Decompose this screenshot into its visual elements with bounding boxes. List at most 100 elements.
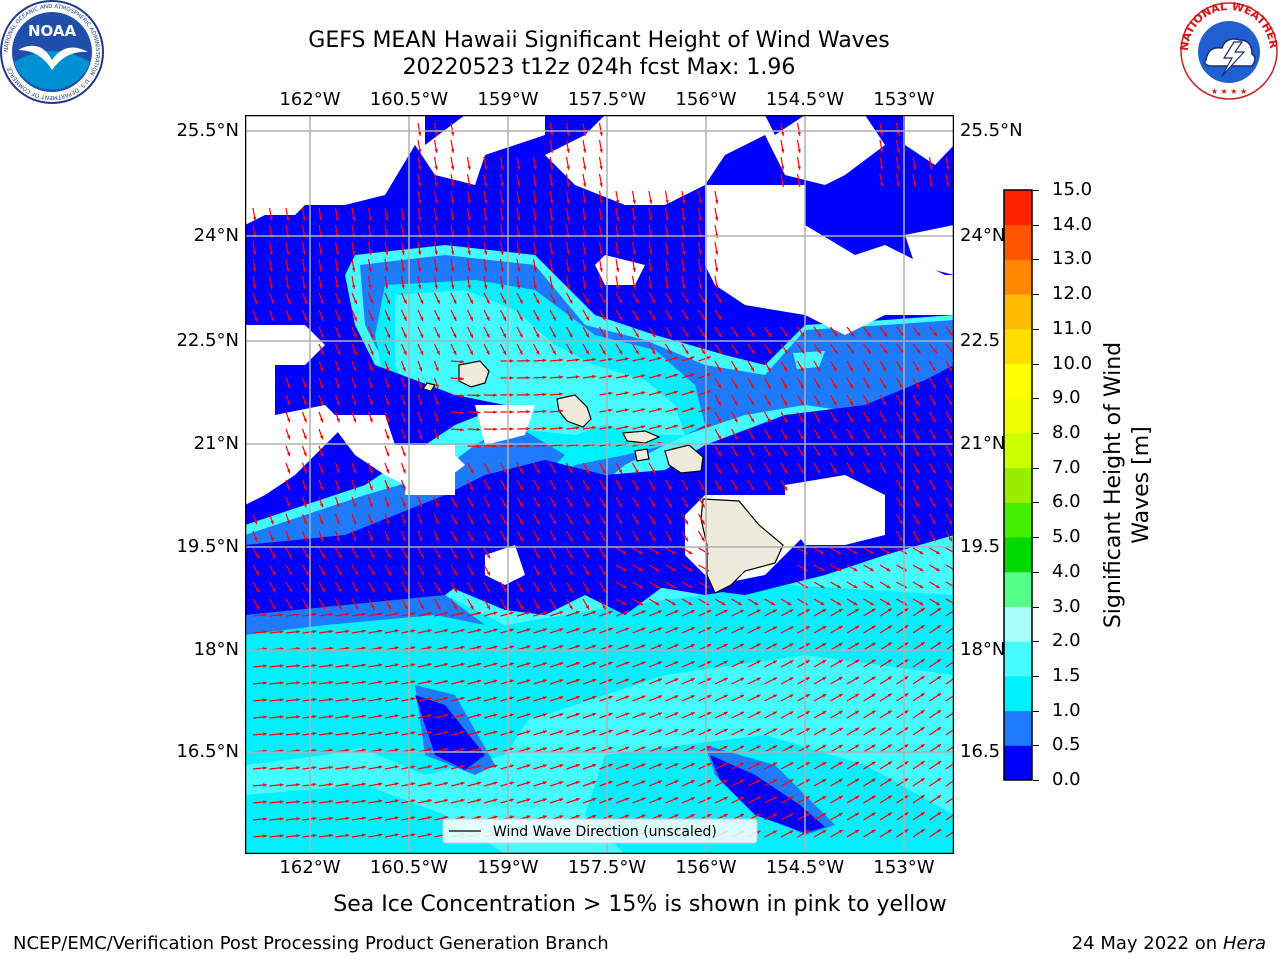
wave-direction-arrowhead: [671, 567, 676, 571]
wave-direction-arrowhead: [750, 486, 754, 491]
wave-direction-arrowhead: [329, 765, 333, 770]
molokai-island: [622, 430, 661, 444]
wave-direction-arrowhead: [701, 316, 705, 321]
wave-direction-arrowhead: [336, 367, 340, 372]
wave-direction-arrowhead: [674, 424, 678, 428]
wave-direction-arrowhead: [371, 571, 375, 576]
wave-direction-arrowhead: [668, 503, 672, 508]
wave-direction-arrowhead: [386, 317, 390, 321]
wave-direction-arrowhead: [896, 183, 900, 187]
wave-direction-arrowhead: [477, 696, 482, 701]
wave-direction-arrowhead: [450, 200, 455, 204]
wave-direction-arrowhead: [690, 746, 695, 750]
wave-direction-arrowhead: [883, 332, 888, 337]
wave-direction-arrowhead: [575, 628, 580, 632]
wave-direction-arrowhead: [582, 166, 587, 170]
wave-direction-arrowhead: [272, 554, 276, 559]
wave-direction-arrowhead: [549, 285, 554, 289]
wave-direction-arrowhead: [486, 571, 490, 576]
wave-direction-arrowhead: [493, 815, 498, 819]
wave-direction-arrowhead: [641, 644, 646, 648]
wave-direction-arrowhead: [483, 268, 488, 272]
footer-host: Hera: [1222, 933, 1266, 954]
wave-direction-arrowhead: [312, 663, 317, 668]
wave-direction-arrowhead: [674, 695, 679, 699]
wave-direction-arrowhead: [467, 251, 471, 255]
colorbar-frame: [1003, 189, 1033, 781]
wave-direction-arrowhead: [904, 693, 909, 697]
wave-direction-arrowhead: [435, 418, 439, 423]
wave-direction-arrowhead: [592, 763, 597, 768]
wave-direction-arrowhead: [916, 349, 921, 354]
wave-direction-arrowhead: [516, 251, 521, 255]
wave-direction-arrowhead: [754, 601, 759, 605]
wave-direction-arrowhead: [773, 728, 777, 732]
wave-direction-arrowhead: [882, 469, 886, 474]
latitude-label-right: 18°N: [960, 639, 1006, 660]
wave-direction-arrowhead: [263, 613, 267, 617]
wave-direction-arrowhead: [624, 425, 629, 429]
wave-direction-arrowhead: [417, 200, 422, 204]
wave-direction-arrowhead: [887, 812, 892, 816]
wave-direction-arrowhead: [402, 367, 406, 372]
wave-direction-arrowhead: [932, 418, 936, 423]
colorbar-tick-label: 0.0: [1052, 769, 1081, 790]
wave-direction-arrowhead: [688, 550, 693, 554]
wave-direction-arrowhead: [559, 358, 563, 362]
wave-direction-arrowhead: [319, 503, 324, 508]
wave-direction-arrowhead: [789, 779, 794, 783]
wave-direction-arrowhead: [270, 317, 275, 322]
wave-direction-arrowhead: [369, 401, 373, 406]
wave-direction-arrowhead: [592, 729, 597, 734]
latitude-label-right: 22.5: [960, 330, 1001, 351]
wave-direction-arrowhead: [500, 166, 504, 170]
colorbar-tick-label: 1.0: [1052, 699, 1081, 721]
wave-direction-arrowhead: [866, 418, 870, 423]
wave-direction-arrowhead: [453, 571, 457, 576]
wave-direction-arrowhead: [450, 166, 455, 170]
wave-direction-arrowhead: [871, 642, 876, 647]
wave-direction-arrowhead: [559, 645, 564, 649]
wave-direction-arrowhead: [270, 537, 274, 542]
wave-direction-arrowhead: [526, 358, 530, 363]
wave-direction-arrowhead: [296, 681, 300, 685]
wave-direction-arrowhead: [665, 200, 669, 204]
wave-direction-arrowhead: [552, 554, 556, 559]
wave-direction-arrowhead: [345, 714, 350, 719]
wave-direction-arrowhead: [411, 714, 416, 718]
wave-direction-arrowhead: [566, 268, 570, 272]
wave-direction-arrowhead: [734, 401, 738, 406]
wave-direction-arrowhead: [641, 357, 646, 361]
wave-direction-arrowhead: [582, 149, 587, 153]
wave-direction-arrowhead: [263, 732, 267, 736]
wave-direction-arrowhead: [838, 779, 843, 783]
wave-direction-arrowhead: [542, 409, 547, 414]
wave-direction-arrowhead: [420, 350, 424, 355]
wave-direction-arrowhead: [483, 200, 488, 204]
wave-direction-arrowhead: [783, 367, 787, 372]
wave-direction-arrowhead: [756, 694, 761, 698]
wave-direction-arrowhead: [773, 643, 777, 647]
wave-direction-arrowhead: [319, 537, 324, 542]
wave-direction-arrowhead: [632, 285, 636, 289]
wave-direction-arrowhead: [624, 357, 629, 361]
wave-direction-arrowhead: [608, 610, 613, 615]
wave-direction-arrowhead: [805, 660, 810, 664]
wave-direction-arrowhead: [674, 627, 679, 631]
wave-direction-arrowhead: [510, 645, 514, 649]
wave-direction-arrowhead: [269, 251, 273, 255]
wave-direction-arrowhead: [698, 268, 702, 272]
wave-direction-arrowhead: [674, 661, 679, 665]
wave-direction-arrowhead: [904, 608, 909, 612]
colorbar-tick-label: 2.0: [1052, 630, 1081, 652]
wave-direction-arrowhead: [552, 588, 556, 593]
wave-direction-arrowhead: [252, 285, 257, 289]
wave-direction-arrowhead: [948, 367, 952, 372]
wave-direction-arrowhead: [701, 520, 705, 525]
wave-direction-arrowhead: [402, 418, 406, 423]
wave-direction-arrowhead: [569, 554, 573, 559]
wave-direction-arrowhead: [585, 486, 589, 491]
wave-direction-arrowhead: [780, 183, 785, 187]
wave-direction-arrowhead: [681, 200, 686, 204]
wave-direction-arrowhead: [252, 217, 257, 221]
